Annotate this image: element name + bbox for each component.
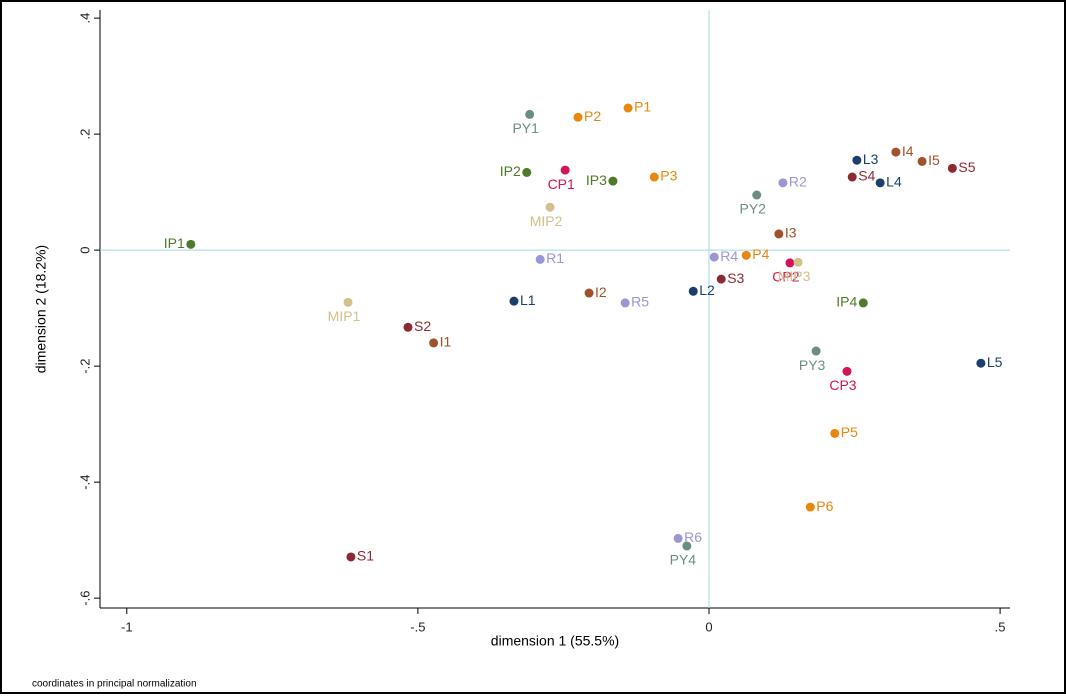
point bbox=[584, 288, 594, 298]
point bbox=[346, 552, 356, 562]
point-label: P1 bbox=[634, 99, 651, 115]
point-label: L3 bbox=[863, 151, 879, 167]
point-label: L5 bbox=[987, 354, 1003, 370]
point bbox=[573, 112, 583, 122]
point-label: I2 bbox=[595, 284, 607, 300]
point-label: PY2 bbox=[740, 201, 767, 217]
point bbox=[709, 252, 719, 262]
point bbox=[947, 163, 957, 173]
point-label: IP2 bbox=[500, 163, 521, 179]
point-label: IP3 bbox=[586, 172, 607, 188]
point bbox=[805, 502, 815, 512]
point bbox=[875, 178, 885, 188]
point-label: PY1 bbox=[512, 120, 539, 136]
point bbox=[917, 156, 927, 166]
point-label: S1 bbox=[357, 548, 374, 564]
point-label: P5 bbox=[841, 424, 858, 440]
point bbox=[649, 172, 659, 182]
point bbox=[752, 190, 762, 200]
point-label: P2 bbox=[584, 108, 601, 124]
point-label: MIP3 bbox=[778, 268, 811, 284]
point bbox=[608, 176, 618, 186]
point bbox=[976, 358, 986, 368]
point-label: S5 bbox=[958, 159, 975, 175]
x-tick-label: -1 bbox=[121, 619, 133, 634]
point bbox=[535, 254, 545, 264]
point-label: PY4 bbox=[670, 552, 697, 568]
point bbox=[847, 172, 857, 182]
point-label: R2 bbox=[789, 174, 807, 190]
point bbox=[403, 322, 413, 332]
point-label: CP2 bbox=[772, 269, 799, 285]
point-label: S3 bbox=[727, 270, 744, 286]
x-axis-title: dimension 1 (55.5%) bbox=[491, 633, 619, 649]
y-axis-title: dimension 2 (18.2%) bbox=[33, 245, 49, 373]
point bbox=[673, 533, 683, 543]
point bbox=[741, 250, 751, 260]
point bbox=[623, 103, 633, 113]
point-label: I4 bbox=[902, 143, 914, 159]
point bbox=[793, 257, 803, 267]
point bbox=[785, 258, 795, 268]
point bbox=[509, 296, 519, 306]
point-label: PY3 bbox=[799, 357, 826, 373]
point-label: I3 bbox=[785, 225, 797, 241]
y-tick-label: .2 bbox=[77, 129, 92, 140]
y-tick-label: .4 bbox=[77, 13, 92, 24]
point bbox=[620, 298, 630, 308]
x-tick-label: .5 bbox=[995, 619, 1006, 634]
point-label: L4 bbox=[886, 174, 902, 190]
point bbox=[688, 286, 698, 296]
point-label: S4 bbox=[858, 168, 875, 184]
y-tick-label: -.6 bbox=[77, 591, 92, 606]
point-label: R5 bbox=[631, 294, 649, 310]
point bbox=[545, 202, 555, 212]
point-label: MIP2 bbox=[530, 213, 563, 229]
point bbox=[852, 155, 862, 165]
note: coordinates in principal normalization bbox=[32, 679, 197, 690]
point bbox=[778, 178, 788, 188]
y-tick-label: -.2 bbox=[77, 359, 92, 374]
point bbox=[682, 541, 692, 551]
point-label: I5 bbox=[928, 152, 940, 168]
y-tick-label: -.4 bbox=[77, 475, 92, 490]
point bbox=[525, 109, 535, 119]
point bbox=[891, 147, 901, 157]
y-tick-label: 0 bbox=[77, 247, 92, 254]
point bbox=[858, 298, 868, 308]
point-label: CP1 bbox=[548, 176, 575, 192]
point bbox=[842, 366, 852, 376]
point bbox=[186, 239, 196, 249]
point bbox=[522, 167, 532, 177]
point bbox=[429, 338, 439, 348]
point bbox=[560, 165, 570, 175]
point bbox=[811, 346, 821, 356]
point bbox=[343, 297, 353, 307]
point-label: R1 bbox=[546, 250, 564, 266]
point bbox=[716, 274, 726, 284]
x-tick-label: 0 bbox=[705, 619, 712, 634]
point-label: L1 bbox=[520, 292, 536, 308]
point-label: P4 bbox=[752, 246, 769, 262]
point-label: R6 bbox=[684, 529, 702, 545]
point-label: IP4 bbox=[836, 294, 857, 310]
point bbox=[830, 428, 840, 438]
point-label: R4 bbox=[720, 248, 738, 264]
point-label: S2 bbox=[414, 318, 431, 334]
point-label: P6 bbox=[816, 498, 833, 514]
point-label: I1 bbox=[440, 334, 452, 350]
point-label: P3 bbox=[660, 168, 677, 184]
point-label: MIP1 bbox=[328, 308, 361, 324]
x-tick-label: -.5 bbox=[410, 619, 425, 634]
point bbox=[774, 229, 784, 239]
point-label: L2 bbox=[699, 282, 715, 298]
point-label: CP3 bbox=[829, 377, 856, 393]
point-label: IP1 bbox=[164, 235, 185, 251]
